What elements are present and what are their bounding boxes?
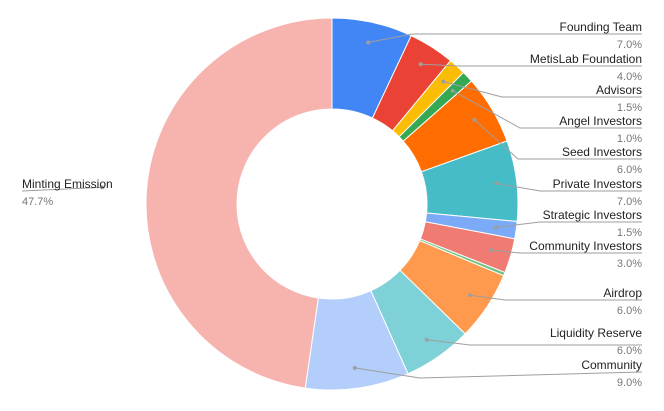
label-value-angel-investors: 1.0% [617, 133, 642, 145]
label-value-community: 9.0% [617, 377, 642, 389]
label-name-private-investors: Private Investors [553, 177, 642, 191]
label-value-seed-investors: 6.0% [617, 164, 642, 176]
leader-line-airdrop [469, 294, 642, 301]
label-value-advisors: 1.5% [617, 102, 642, 114]
label-name-advisors: Advisors [596, 83, 642, 97]
leader-dot-community-investors [488, 248, 493, 253]
label-value-strategic-investors: 1.5% [617, 227, 642, 239]
leader-dot-metislab-foundation [418, 62, 423, 67]
leader-dot-advisors [441, 79, 446, 84]
label-value-community-investors: 3.0% [617, 258, 642, 270]
label-value-founding-team: 7.0% [617, 39, 642, 51]
label-name-seed-investors: Seed Investors [562, 145, 642, 159]
label-name-angel-investors: Angel Investors [559, 114, 642, 128]
leader-line-community [354, 367, 643, 379]
leader-line-advisors [443, 81, 642, 98]
leader-line-strategic-investors [495, 221, 642, 228]
label-name-liquidity-reserve: Liquidity Reserve [550, 326, 642, 340]
leader-line-liquidity-reserve [426, 339, 642, 346]
label-name-community-investors: Community Investors [529, 239, 642, 253]
leader-line-seed-investors [474, 119, 642, 160]
leader-dot-community [352, 365, 357, 370]
leader-dot-strategic-investors [493, 225, 498, 230]
label-name-metislab-foundation: MetisLab Foundation [530, 52, 642, 66]
leader-dot-founding-team [366, 40, 371, 45]
leader-dot-seed-investors [472, 117, 477, 122]
leader-line-metislab-foundation [420, 63, 642, 67]
label-value-airdrop: 6.0% [617, 305, 642, 317]
leader-line-minting-emission [21, 186, 103, 192]
label-name-community: Community [581, 358, 642, 372]
slices [145, 17, 519, 391]
label-value-liquidity-reserve: 6.0% [617, 345, 642, 357]
leader-line-founding-team [368, 33, 642, 43]
leader-dot-private-investors [494, 181, 499, 186]
leader-line-angel-investors [452, 90, 642, 129]
leader-dot-airdrop [468, 293, 473, 298]
leader-line-private-investors [496, 182, 642, 192]
leader-dot-liquidity-reserve [424, 337, 429, 342]
slice-minting-emission [145, 17, 333, 389]
leader-dot-angel-investors [450, 88, 455, 93]
label-name-airdrop: Airdrop [603, 286, 642, 300]
label-value-minting-emission: 47.7% [22, 196, 53, 208]
label-name-founding-team: Founding Team [560, 20, 643, 34]
label-name-minting-emission: Minting Emission [22, 177, 113, 191]
label-value-metislab-foundation: 4.0% [617, 71, 642, 83]
label-name-strategic-investors: Strategic Investors [543, 208, 642, 222]
leader-line-community-investors [490, 249, 642, 254]
label-value-private-investors: 7.0% [617, 196, 642, 208]
leader-dot-minting-emission [100, 185, 105, 190]
